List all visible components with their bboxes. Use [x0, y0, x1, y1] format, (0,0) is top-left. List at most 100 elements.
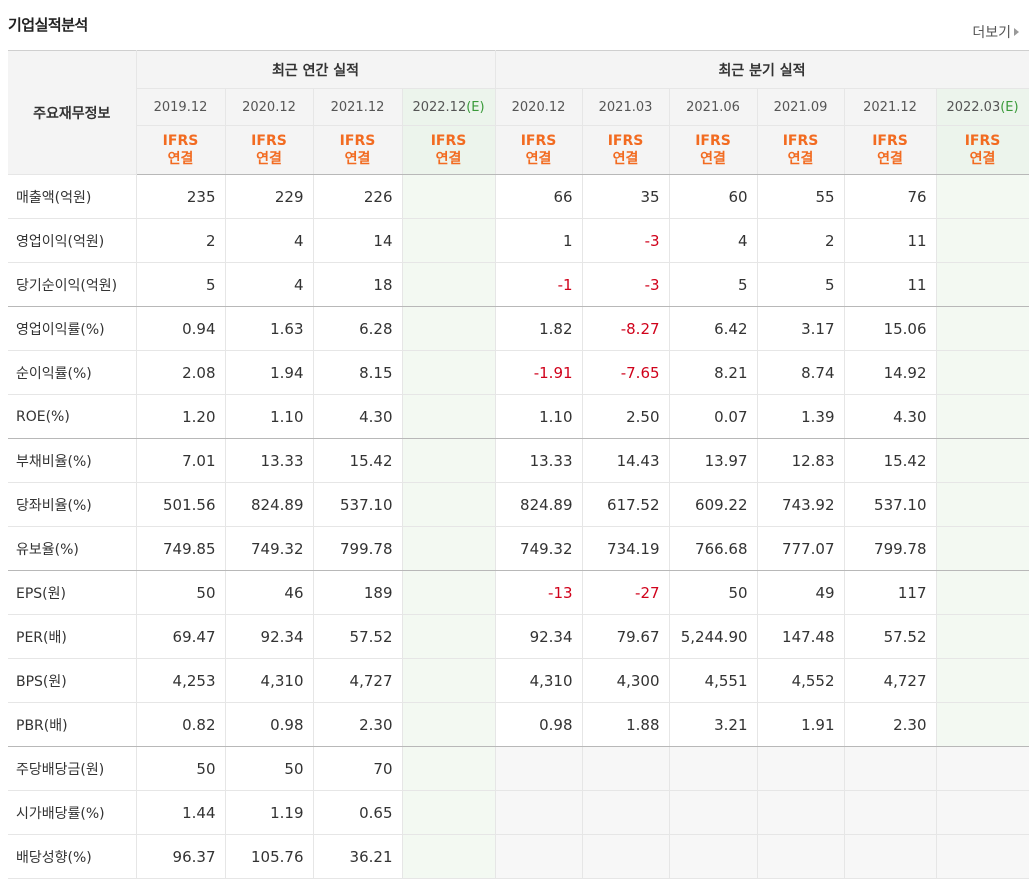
quarter-value-cell [669, 790, 758, 835]
quarter-value-cell: 1.91 [757, 702, 845, 747]
quarter-value-cell: 50 [669, 570, 758, 615]
quarter-value-cell: 2 [757, 218, 845, 263]
quarter-value-cell [936, 350, 1029, 395]
quarter-value-cell [936, 218, 1029, 263]
annual-value-cell [402, 394, 496, 439]
quarter-value-cell: 147.48 [757, 614, 845, 659]
basis-ifrs: IFRS [872, 133, 908, 149]
quarter-value-cell: 5 [757, 262, 845, 307]
quarter-value-cell: 5 [669, 262, 758, 307]
label-column-header: 주요재무정보 [8, 50, 137, 175]
annual-value-cell [402, 658, 496, 703]
basis-header: IFRS 연결 [402, 125, 496, 175]
annual-value-cell: 105.76 [225, 834, 314, 879]
quarter-value-cell: 1.88 [582, 702, 670, 747]
estimate-mark: (E) [1000, 99, 1019, 115]
annual-value-cell: 5 [136, 262, 226, 307]
quarter-value-cell [936, 834, 1029, 879]
basis-ifrs: IFRS [782, 133, 819, 149]
basis-consolidated: 연결 [525, 151, 552, 167]
annual-value-cell: 235 [136, 174, 226, 219]
quarter-value-cell [757, 746, 845, 791]
row-label: 배당성향(%) [8, 834, 137, 879]
annual-value-cell: 18 [313, 262, 403, 307]
period-label: 2021.12 [863, 99, 917, 115]
basis-ifrs: IFRS [607, 133, 644, 149]
annual-value-cell: 229 [225, 174, 314, 219]
quarter-value-cell: 799.78 [844, 526, 937, 571]
financial-summary-table: 주요재무정보 최근 연간 실적 최근 분기 실적 2019.12 2020.12 2… [8, 50, 1029, 879]
quarter-value-cell: 11 [844, 262, 937, 307]
quarter-value-cell: 60 [669, 174, 758, 219]
section-title: 기업실적분석 [8, 16, 88, 34]
period-header: 2022.03(E) [936, 88, 1029, 126]
quarter-value-cell: -1 [494, 262, 583, 307]
table-row: BPS(원) 4,253 4,310 4,727 4,310 4,300 4,551 4,55… [8, 658, 1029, 703]
period-header: 2019.12 [136, 88, 226, 126]
estimate-mark: (E) [466, 99, 485, 115]
quarter-value-cell [936, 394, 1029, 439]
quarter-value-cell: 537.10 [844, 482, 937, 527]
annual-value-cell: 1.63 [225, 306, 314, 351]
quarter-value-cell: 766.68 [669, 526, 758, 571]
period-label: 2019.12 [153, 99, 208, 115]
annual-value-cell: 749.85 [136, 526, 226, 571]
quarter-value-cell: 749.32 [494, 526, 583, 571]
period-label: 2022.12 [412, 99, 467, 115]
table-row: 주당배당금(원) 50 50 70 [8, 746, 1029, 791]
annual-value-cell [402, 438, 496, 483]
annual-value-cell: 50 [225, 746, 314, 791]
quarter-value-cell [757, 790, 845, 835]
basis-header: IFRS 연결 [136, 125, 226, 175]
table-row: PER(배) 69.47 92.34 57.52 92.34 79.67 5,244.90 1… [8, 614, 1029, 659]
annual-value-cell [402, 834, 496, 879]
annual-value-cell: 70 [313, 746, 403, 791]
quarter-value-cell: 66 [494, 174, 583, 219]
basis-header-row: IFRS 연결 IFRS 연결 IFRS 연결 IFRS 연결 IFRS 연결 IFRS 연결 IFRS… [8, 125, 1029, 175]
quarter-value-cell: 777.07 [757, 526, 845, 571]
quarter-value-cell: 617.52 [582, 482, 670, 527]
basis-ifrs: IFRS [520, 133, 557, 149]
quarter-value-cell: 55 [757, 174, 845, 219]
period-header: 2021.03 [582, 88, 670, 126]
quarter-value-cell: 2.30 [844, 702, 937, 747]
annual-value-cell [402, 174, 496, 219]
period-header: 2022.12(E) [402, 88, 496, 126]
basis-header: IFRS 연결 [669, 125, 758, 175]
quarter-value-cell: 14.43 [582, 438, 670, 483]
period-label: 2021.03 [598, 99, 653, 115]
quarter-value-cell: 49 [757, 570, 845, 615]
table-row: 유보율(%) 749.85 749.32 799.78 749.32 734.19 766.… [8, 526, 1029, 571]
row-label: 영업이익률(%) [8, 306, 137, 351]
quarter-value-cell: 4,551 [669, 658, 758, 703]
annual-value-cell: 7.01 [136, 438, 226, 483]
annual-value-cell: 1.19 [225, 790, 314, 835]
more-link[interactable]: 더보기 [972, 22, 1019, 42]
basis-header: IFRS 연결 [582, 125, 670, 175]
table-row: 당기순이익(억원) 5 4 18 -1 -3 5 5 11 [8, 262, 1029, 307]
annual-value-cell: 1.44 [136, 790, 226, 835]
quarter-value-cell [936, 174, 1029, 219]
quarter-value-cell [669, 834, 758, 879]
annual-value-cell: 4,253 [136, 658, 226, 703]
basis-header: IFRS 연결 [313, 125, 403, 175]
annual-value-cell [402, 702, 496, 747]
basis-ifrs: IFRS [695, 133, 731, 149]
quarter-value-cell [844, 790, 937, 835]
period-header: 2021.12 [844, 88, 937, 126]
quarter-value-cell: -3 [582, 218, 670, 263]
basis-header: IFRS 연결 [494, 125, 583, 175]
row-label: 부채비율(%) [8, 438, 137, 483]
annual-value-cell: 13.33 [225, 438, 314, 483]
quarter-value-cell: -3 [582, 262, 670, 307]
period-header: 2021.09 [757, 88, 845, 126]
annual-value-cell: 799.78 [313, 526, 403, 571]
annual-value-cell: 69.47 [136, 614, 226, 659]
table-row: 매출액(억원) 235 229 226 66 35 60 55 76 [8, 174, 1029, 219]
quarter-value-cell: 11 [844, 218, 937, 263]
quarter-value-cell [936, 438, 1029, 483]
quarter-value-cell [582, 834, 670, 879]
annual-value-cell: 2.08 [136, 350, 226, 395]
annual-value-cell [402, 350, 496, 395]
quarter-value-cell: 92.34 [494, 614, 583, 659]
